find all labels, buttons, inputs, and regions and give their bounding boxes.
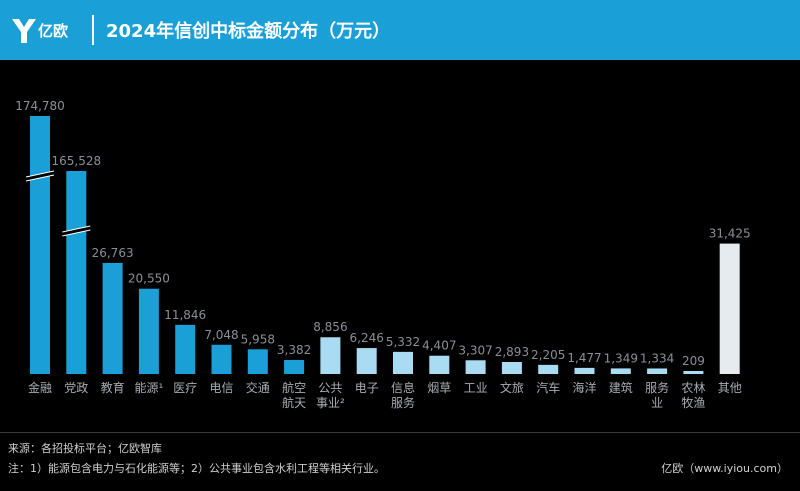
value-label: 11,846 <box>164 308 206 322</box>
value-label: 31,425 <box>709 227 751 241</box>
bar <box>320 337 341 374</box>
category-label: 交通 <box>246 380 270 395</box>
chart-title: 2024年信创中标金额分布（万元） <box>106 21 391 42</box>
category-label: 汽车 <box>536 380 560 395</box>
value-label: 165,528 <box>51 154 101 168</box>
logo-text: 亿欧 <box>38 22 69 40</box>
category-label: 医疗 <box>173 381 197 395</box>
value-label: 3,307 <box>458 343 492 357</box>
bar <box>30 116 50 374</box>
bar <box>175 324 196 374</box>
value-label: 26,763 <box>92 246 134 260</box>
bar <box>284 359 305 374</box>
bar <box>138 288 159 374</box>
category-label: 海洋 <box>572 380 596 395</box>
value-label: 1,349 <box>604 351 638 365</box>
value-label: 1,477 <box>567 351 601 365</box>
bar <box>356 348 377 374</box>
category-label: 党政 <box>64 380 88 395</box>
bar <box>102 262 123 374</box>
header-bar: 亿欧 2024年信创中标金额分布（万元） <box>0 0 800 60</box>
bar <box>501 361 522 374</box>
bar <box>429 355 450 374</box>
axis-break-mark <box>25 170 55 182</box>
value-label: 20,550 <box>128 272 170 286</box>
category-label: 农林牧渔 <box>681 381 705 410</box>
value-label: 8,856 <box>313 320 347 334</box>
yiou-logo-icon <box>12 19 36 43</box>
category-label: 建筑 <box>609 380 633 395</box>
value-label: 6,246 <box>350 331 384 345</box>
value-label: 3,382 <box>277 343 311 357</box>
bar <box>247 349 268 374</box>
bar <box>719 243 740 374</box>
value-label: 2,893 <box>495 345 529 359</box>
value-label: 4,407 <box>422 339 456 353</box>
bar <box>574 367 595 374</box>
footer-note: 注：1）能源包含电力与石化能源等；2）公共事业包含水利工程等相关行业。 <box>8 462 385 475</box>
category-label: 文旅 <box>500 380 524 395</box>
bar <box>66 171 87 374</box>
bar <box>211 344 232 374</box>
category-label: 能源¹ <box>134 381 163 395</box>
bar-chart: 174,780 金融 165,528 党政 26,763 教育 20,550 能源¹ 11,84… <box>15 99 751 410</box>
category-label: 服务业 <box>645 380 669 410</box>
bar <box>683 371 704 374</box>
category-label: 电子 <box>355 381 379 395</box>
value-label: 5,958 <box>241 332 275 346</box>
footer-source: 来源：各招投标平台；亿欧智库 <box>8 442 162 455</box>
value-label: 5,332 <box>386 335 420 349</box>
category-label: 工业 <box>464 381 488 395</box>
value-label: 209 <box>682 354 705 368</box>
bar <box>538 364 559 374</box>
bar <box>393 351 413 374</box>
header-divider <box>92 15 94 45</box>
category-label: 信息服务 <box>391 380 415 410</box>
bar <box>647 368 668 374</box>
category-label: 烟草 <box>427 381 451 395</box>
value-label: 174,780 <box>15 99 65 113</box>
category-label: 金融 <box>28 380 52 395</box>
bar <box>465 360 486 374</box>
value-label: 2,205 <box>531 348 565 362</box>
category-label: 航空航天 <box>282 380 306 410</box>
category-label: 教育 <box>101 380 125 395</box>
footer-credit: 亿欧（www.iyiou.com） <box>661 462 788 475</box>
footer-divider <box>0 432 800 433</box>
value-label: 1,334 <box>640 351 674 365</box>
category-label: 公共事业² <box>316 381 345 410</box>
category-label: 其他 <box>718 381 742 395</box>
value-label: 7,048 <box>204 328 238 342</box>
bar <box>610 368 631 374</box>
axis-break-mark <box>62 225 91 237</box>
category-label: 电信 <box>209 381 233 395</box>
